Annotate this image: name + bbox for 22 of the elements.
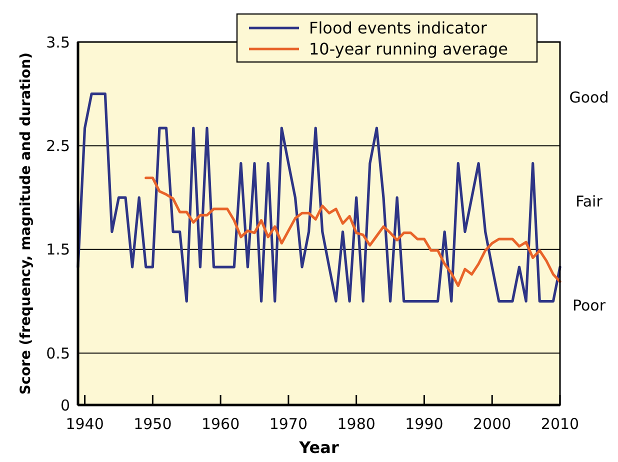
text: Poor — [572, 296, 606, 314]
y-tick-label: 0 — [60, 396, 70, 414]
line-series — [76, 92, 562, 303]
legend-label: Flood events indicator — [309, 18, 488, 38]
y-tick-label: 0.5 — [46, 344, 70, 362]
x-tick-label: 1980 — [337, 415, 376, 433]
line-series — [144, 176, 562, 288]
y-tick-label: 3.5 — [46, 33, 70, 52]
x-tick-label: 1990 — [405, 415, 444, 433]
x-tick-label: 1940 — [66, 415, 104, 433]
y-axis-title: Score (frequency, magnitude and duration) — [18, 52, 34, 395]
text: Fair — [576, 192, 604, 210]
x-tick-label: 1950 — [134, 415, 172, 433]
x-tick-label: 1970 — [269, 415, 308, 433]
x-tick-label: 1960 — [201, 415, 240, 433]
x-axis-title: Year — [298, 438, 339, 457]
text: Good — [569, 88, 609, 106]
legend-label: 10-year running average — [309, 40, 508, 59]
x-tick-label: 2010 — [540, 415, 580, 433]
y-tick-label: 2.5 — [46, 136, 70, 155]
x-tick-label: 2000 — [473, 415, 512, 433]
y-tick-label: 1.5 — [46, 240, 70, 259]
